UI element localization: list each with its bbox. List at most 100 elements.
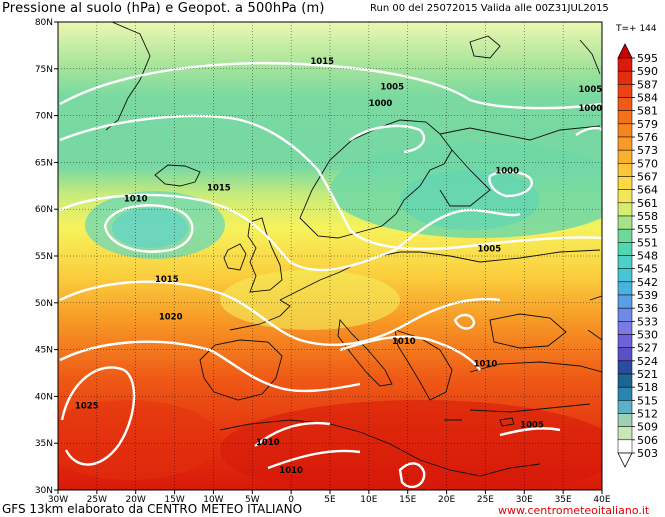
lat-tick-label: 75N: [35, 65, 53, 75]
colorbar-swatch: [617, 57, 633, 72]
isobar-label: 1020: [159, 313, 183, 323]
colorbar-label: 576: [637, 131, 658, 144]
colorbar-label: 503: [637, 447, 658, 460]
colorbar-top-arrow: [617, 43, 633, 59]
colorbar-label: 548: [637, 250, 658, 263]
colorbar-swatch: [617, 163, 633, 177]
colorbar-swatch: [617, 321, 633, 335]
isobar-label: 1010: [392, 337, 416, 347]
lon-tick-label: 5W: [245, 495, 260, 505]
lon-tick-label: 15E: [399, 495, 416, 505]
colorbar-label: 581: [637, 105, 658, 118]
isobar-label: 1000: [369, 99, 393, 109]
colorbar-label: 539: [637, 289, 658, 302]
colorbar-swatch: [617, 307, 633, 322]
colorbar-label: 595: [637, 52, 658, 65]
isobar-label: 1025: [75, 402, 99, 412]
lon-tick-label: 15W: [164, 495, 184, 505]
isobar-label: 1010: [256, 438, 280, 448]
lat-tick-label: 50N: [35, 299, 53, 309]
colorbar-label: 573: [637, 144, 658, 157]
lon-tick-label: 10E: [360, 495, 377, 505]
colorbar-bottom-arrow: [617, 452, 633, 468]
colorbar-label: 530: [637, 329, 658, 342]
lon-tick-label: 5E: [324, 495, 336, 505]
isobar-label: 1015: [155, 275, 179, 285]
colorbar-swatch: [617, 439, 633, 454]
colorbar-swatch: [617, 228, 633, 243]
colorbar-swatch: [617, 426, 633, 441]
lon-tick-label: 25E: [477, 495, 494, 505]
colorbar-label: 506: [637, 434, 658, 447]
longitude-axis: 30W 25W 20W 15W 10W 5W 0 5E 10E 15E 20E 25E 30E 35E 40…: [48, 490, 611, 505]
isobar-label: 1010: [124, 195, 148, 205]
colorbar-label: 533: [637, 315, 658, 328]
credit-text: GFS 13km elaborato da CENTRO METEO ITALI…: [2, 502, 303, 516]
colorbar-label: 587: [637, 78, 658, 91]
geopotential-field: [58, 22, 602, 490]
colorbar-swatch: [617, 110, 633, 125]
isobar-label: 1005: [520, 420, 544, 430]
lon-tick-label: 30E: [516, 495, 533, 505]
isobars: [59, 61, 602, 489]
colorbar-label: 509: [637, 421, 658, 434]
colorbar-swatch: [617, 70, 633, 85]
colorbar-swatch: [617, 149, 633, 164]
lon-tick-label: 10W: [203, 495, 223, 505]
lon-tick-label: 20W: [126, 495, 146, 505]
colorbar-label: 561: [637, 197, 658, 210]
colorbar-swatch: [617, 242, 633, 256]
colorbar-label: 518: [637, 381, 658, 394]
colorbar-label: 542: [637, 276, 658, 289]
latitude-axis: 80N 75N 70N 65N 60N 55N 50N 45N 40N 35N 30N: [35, 18, 58, 496]
isobar-label: 1000: [495, 167, 519, 177]
lat-tick-label: 65N: [35, 158, 53, 168]
lat-tick-label: 70N: [35, 112, 53, 122]
colorbar-swatch: [617, 347, 633, 362]
colorbar-label: 590: [637, 65, 658, 78]
colorbar-swatch: [617, 255, 633, 269]
isobar-label: 1005: [380, 82, 404, 92]
colorbar-label: 567: [637, 171, 658, 184]
colorbar-label: 515: [637, 394, 658, 407]
colorbar-label: 524: [637, 355, 658, 368]
colorbar-label: 558: [637, 210, 658, 223]
lon-tick-label: 20E: [438, 495, 455, 505]
graticule: [58, 22, 602, 490]
colorbar-swatch: [617, 189, 633, 204]
colorbar-swatch: [617, 400, 633, 414]
lon-tick-label: 25W: [87, 495, 107, 505]
isobar-label: 1015: [310, 57, 334, 67]
lon-tick-label: 35E: [555, 495, 572, 505]
colorbar-label: 536: [637, 302, 658, 315]
run-info: Run 00 del 25072015 Valida alle 00Z31JUL…: [370, 3, 609, 14]
isobar-labels: 1015 1005 1000 1005 1000 1010 1015 1000 1015 1005…: [75, 57, 602, 476]
colorbar-label: 584: [637, 92, 658, 105]
colorbar-swatch: [617, 334, 633, 348]
colorbar-label: 555: [637, 223, 658, 236]
colorbar-swatch: [617, 281, 633, 296]
isobar-label: 1005: [477, 244, 501, 254]
colorbar-swatch: [617, 215, 633, 230]
colorbar-swatch: [617, 97, 633, 111]
lon-tick-label: 0: [288, 495, 294, 505]
lon-tick-label: 30W: [48, 495, 68, 505]
lat-tick-label: 55N: [35, 252, 53, 262]
colorbar-label: 527: [637, 342, 658, 355]
website-link[interactable]: www.centrometeoitaliano.it: [498, 504, 650, 517]
colorbar-label: 545: [637, 263, 658, 276]
colorbar-label: 551: [637, 236, 658, 249]
colorbar-swatch: [617, 294, 633, 309]
colorbar-label: 512: [637, 408, 658, 421]
colorbar-label: 521: [637, 368, 658, 381]
colorbar: 5955905875845815795765735705675645615585…: [617, 43, 658, 468]
map-title: Pressione al suolo (hPa) e Geopot. a 500…: [2, 1, 325, 16]
colorbar-swatch: [617, 386, 633, 401]
colorbar-swatch: [617, 123, 633, 138]
colorbar-swatch: [617, 268, 633, 283]
lat-tick-label: 45N: [35, 346, 53, 356]
colorbar-swatch: [617, 136, 633, 151]
isobar-label: 1010: [279, 466, 303, 476]
colorbar-swatch: [617, 176, 633, 190]
